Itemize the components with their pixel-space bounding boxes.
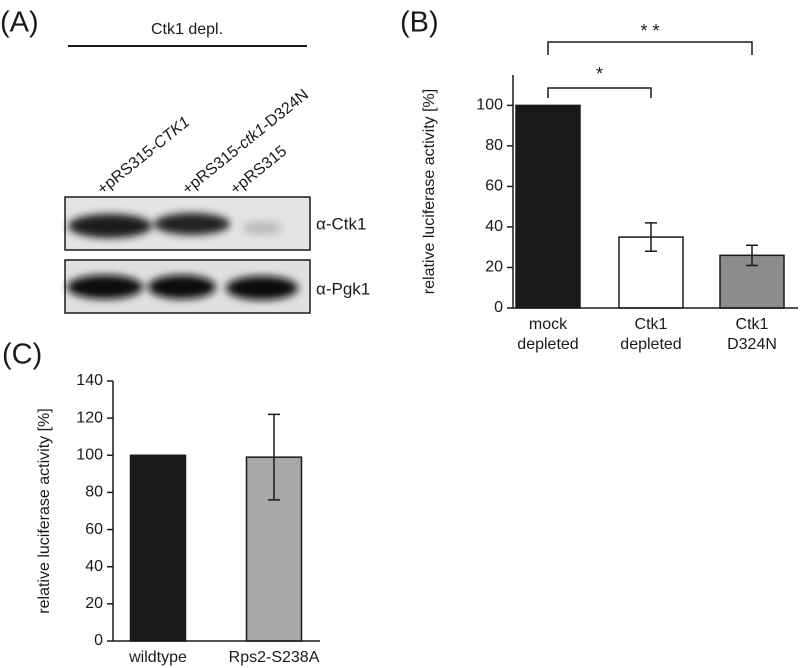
- panel-label: (C): [2, 339, 42, 371]
- y-tick-label: 60: [85, 521, 103, 538]
- blot-bands: [67, 275, 298, 300]
- blot-label: α-Pgk1: [316, 279, 370, 298]
- significance-bracket: [547, 87, 652, 98]
- significance-label: * *: [640, 21, 659, 41]
- significance-label: *: [596, 64, 603, 84]
- y-tick-label: 140: [76, 372, 103, 389]
- x-tick-label: depleted: [620, 336, 681, 353]
- bar: [515, 104, 581, 309]
- y-tick-label: 40: [85, 558, 103, 575]
- panel-label: (B): [400, 7, 439, 39]
- x-tick-label: mock: [529, 316, 568, 333]
- x-tick-label: wildtype: [128, 649, 187, 666]
- lane-label: +pRS315-CTK1: [94, 114, 193, 199]
- y-tick-label: 80: [485, 137, 503, 154]
- lane-label-part: -D324N: [259, 86, 313, 134]
- y-axis-label: relative luciferase activity [%]: [421, 89, 438, 294]
- y-tick-label: 0: [94, 632, 103, 649]
- y-tick-label: 100: [76, 447, 103, 464]
- error-bar: [268, 413, 280, 501]
- bar: [129, 454, 187, 642]
- y-tick-label: 100: [476, 97, 503, 114]
- y-tick-label: 80: [85, 484, 103, 501]
- y-tick-label: 120: [76, 409, 103, 426]
- x-tick-label: Ctk1: [736, 316, 769, 333]
- x-tick-label: Ctk1: [635, 316, 668, 333]
- blot-header: Ctk1 depl.: [151, 21, 223, 38]
- y-tick-label: 20: [85, 595, 103, 612]
- blot-bands: [68, 213, 282, 238]
- y-tick-label: 40: [485, 218, 503, 235]
- error-bar: [746, 244, 758, 267]
- y-axis-label: relative luciferase activity [%]: [36, 408, 53, 613]
- blot-label: α-Ctk1: [316, 214, 366, 233]
- x-tick-label: depleted: [517, 336, 578, 353]
- y-tick-label: 20: [485, 259, 503, 276]
- y-tick-label: 60: [485, 178, 503, 195]
- significance-bracket: [547, 41, 753, 55]
- x-tick-label: D324N: [727, 336, 777, 353]
- error-bar: [645, 222, 657, 253]
- lane-label-part: CTK1: [151, 114, 193, 153]
- lane-label-part: +pRS315-: [94, 140, 161, 199]
- panel-label: (A): [0, 7, 39, 39]
- y-tick-label: 0: [494, 299, 503, 316]
- x-tick-label: Rps2-S238A: [229, 649, 320, 666]
